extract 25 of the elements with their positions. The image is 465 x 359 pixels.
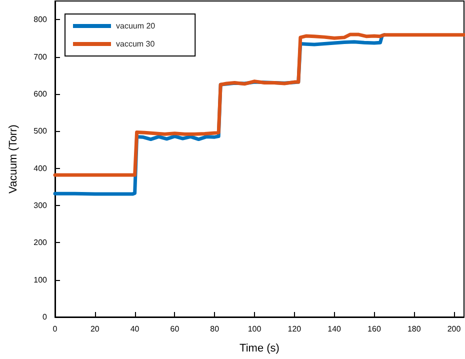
x-tick-label: 160 — [368, 324, 382, 334]
y-tick-label: 200 — [34, 238, 48, 248]
x-tick-label: 120 — [288, 324, 302, 334]
x-tick-label: 100 — [248, 324, 262, 334]
x-axis-title: Time (s) — [240, 342, 280, 354]
x-tick-label: 20 — [90, 324, 100, 334]
y-tick-label: 700 — [34, 52, 48, 62]
x-tick-label: 180 — [407, 324, 422, 334]
y-tick-label: 0 — [42, 312, 48, 322]
y-tick-label: 400 — [34, 164, 48, 173]
y-tick-label: 100 — [34, 275, 48, 284]
legend-label: vaccum 30 — [116, 40, 156, 48]
x-tick-label: 80 — [210, 324, 220, 334]
y-tick-label: 600 — [34, 89, 48, 98]
x-tick-label: 0 — [52, 324, 58, 334]
x-tick-label: 140 — [328, 324, 342, 334]
y-axis-title: Vacuum (Torr) — [8, 124, 20, 194]
x-tick-label: 200 — [447, 324, 462, 334]
x-tick-label: 40 — [130, 324, 140, 334]
y-tick-label: 300 — [34, 200, 48, 210]
line-series — [53, 32, 465, 177]
legend-label: vacuum 20 — [116, 22, 156, 30]
y-tick-label: 500 — [34, 126, 48, 136]
x-tick-label: 60 — [170, 324, 180, 334]
y-tick-label: 800 — [34, 15, 48, 24]
